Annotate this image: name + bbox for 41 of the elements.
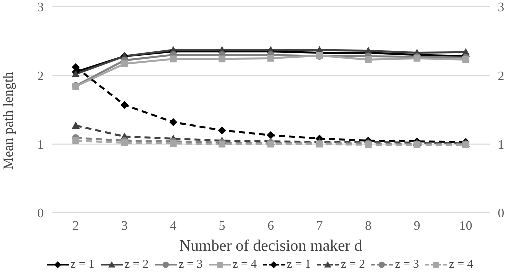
x-tick-label: 7 <box>316 218 324 234</box>
legend-label: z = 4 <box>449 257 474 272</box>
y-tick-label: 1 <box>38 136 44 152</box>
y2-tick-label: 0 <box>498 206 504 221</box>
legend-label: z = 2 <box>124 257 149 272</box>
legend-label: z = 3 <box>178 257 203 272</box>
x-tick-label: 5 <box>219 218 226 234</box>
point <box>218 56 226 63</box>
point <box>121 140 128 146</box>
y-tick-label: 3 <box>38 0 44 15</box>
point <box>170 140 177 148</box>
x-tick-label: 4 <box>170 218 178 234</box>
point <box>72 122 80 129</box>
legend-label: z = 2 <box>341 257 366 272</box>
legend-label: z = 3 <box>395 257 420 272</box>
y-tick-label: 2 <box>38 68 44 84</box>
point <box>365 56 372 64</box>
x-tick-label: 3 <box>122 218 128 234</box>
point <box>72 138 80 144</box>
x-tick-label: 10 <box>460 218 472 234</box>
legend-label: z = 1 <box>70 257 95 272</box>
x-tick-label: 2 <box>72 218 80 234</box>
y2-tick-label: 2 <box>498 68 504 84</box>
y-axis-title: Mean path length <box>2 72 17 170</box>
y2-tick-label: 1 <box>498 136 504 152</box>
legend-label: z = 1 <box>287 257 312 272</box>
x-tick-label: 8 <box>365 218 372 234</box>
point <box>72 63 80 72</box>
point <box>218 126 226 135</box>
point <box>268 55 274 62</box>
x-tick-label: 9 <box>414 218 420 234</box>
point <box>120 101 129 110</box>
x-axis-title: Number of decision maker d <box>179 238 363 255</box>
legend-label: z = 4 <box>232 257 257 272</box>
y-tick-label: 0 <box>38 206 44 221</box>
y2-tick-label: 3 <box>498 0 504 15</box>
point <box>170 56 177 63</box>
point <box>121 60 128 68</box>
point <box>267 131 275 140</box>
x-tick-label: 6 <box>268 218 275 234</box>
point <box>170 118 178 126</box>
